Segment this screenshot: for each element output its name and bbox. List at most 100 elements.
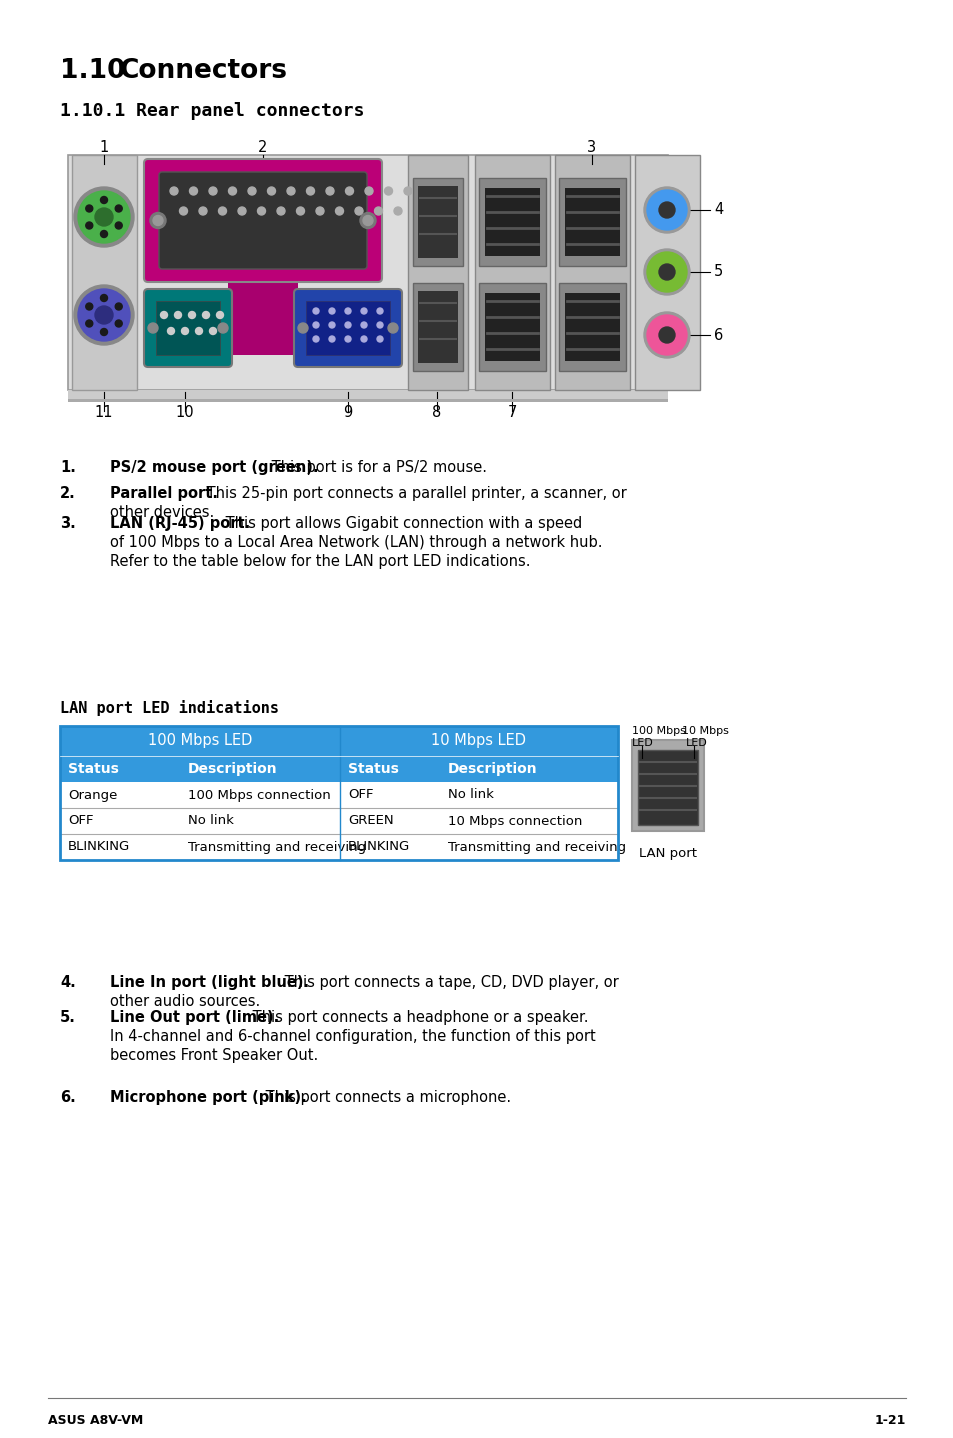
Bar [60, 756, 618, 782]
FancyBboxPatch shape [144, 289, 232, 367]
Circle shape [643, 187, 689, 233]
Circle shape [403, 187, 412, 196]
Circle shape [355, 207, 363, 216]
Circle shape [329, 336, 335, 342]
Bar [228, 278, 297, 355]
Text: 1.: 1. [60, 460, 76, 475]
Text: GREEN: GREEN [348, 814, 394, 827]
Circle shape [74, 187, 133, 247]
Text: 100 Mbps LED: 100 Mbps LED [148, 733, 252, 749]
Text: other audio sources.: other audio sources. [110, 994, 260, 1009]
Bar [478, 178, 545, 266]
Text: of 100 Mbps to a Local Area Network (LAN) through a network hub.: of 100 Mbps to a Local Area Network (LAN… [110, 535, 602, 549]
Text: No link: No link [448, 788, 494, 801]
Circle shape [115, 206, 122, 211]
Bar [484, 188, 539, 256]
Circle shape [646, 315, 686, 355]
Text: LAN port LED indications: LAN port LED indications [60, 700, 278, 716]
Text: This port connects a microphone.: This port connects a microphone. [260, 1090, 510, 1104]
Bar [564, 188, 619, 256]
Circle shape [306, 187, 314, 196]
Bar [478, 283, 545, 371]
Circle shape [95, 306, 112, 324]
Text: Parallel port.: Parallel port. [110, 486, 218, 500]
Text: Microphone port (pink).: Microphone port (pink). [110, 1090, 307, 1104]
Circle shape [313, 336, 318, 342]
Text: 3: 3 [587, 139, 596, 155]
Text: OFF: OFF [68, 814, 93, 827]
Circle shape [174, 312, 181, 318]
Circle shape [287, 187, 294, 196]
Circle shape [115, 321, 122, 326]
Circle shape [643, 312, 689, 358]
Circle shape [248, 187, 255, 196]
Text: Description: Description [188, 762, 277, 777]
Circle shape [276, 207, 285, 216]
Circle shape [74, 285, 133, 345]
Bar [555, 155, 629, 390]
Circle shape [195, 328, 202, 335]
FancyBboxPatch shape [144, 160, 381, 282]
Circle shape [216, 312, 223, 318]
Circle shape [218, 207, 226, 216]
Circle shape [345, 322, 351, 328]
Circle shape [297, 324, 308, 334]
Bar [408, 155, 468, 390]
Bar [631, 741, 703, 831]
Text: ASUS A8V-VM: ASUS A8V-VM [48, 1414, 143, 1426]
Circle shape [360, 322, 367, 328]
Circle shape [376, 322, 382, 328]
Text: 6: 6 [713, 328, 722, 342]
Bar [558, 283, 625, 371]
Text: becomes Front Speaker Out.: becomes Front Speaker Out. [110, 1048, 318, 1063]
Text: 2.: 2. [60, 486, 75, 500]
Circle shape [365, 187, 373, 196]
Circle shape [86, 321, 92, 326]
Text: OFF: OFF [348, 788, 374, 801]
Bar [417, 186, 457, 257]
Circle shape [179, 207, 188, 216]
Text: Transmitting and receiving: Transmitting and receiving [188, 840, 366, 854]
Circle shape [376, 336, 382, 342]
Text: BLINKING: BLINKING [348, 840, 410, 854]
Text: 9: 9 [343, 406, 353, 420]
Text: 10: 10 [175, 406, 194, 420]
Bar [558, 178, 625, 266]
Circle shape [360, 336, 367, 342]
Circle shape [257, 207, 265, 216]
Text: 100 Mbps: 100 Mbps [631, 726, 685, 736]
Circle shape [376, 308, 382, 313]
Circle shape [237, 207, 246, 216]
Text: PS/2 mouse port (green).: PS/2 mouse port (green). [110, 460, 318, 475]
Circle shape [388, 324, 397, 334]
Circle shape [360, 308, 367, 313]
Text: LED: LED [631, 738, 653, 748]
Bar [60, 726, 618, 860]
Circle shape [150, 213, 166, 229]
Bar [60, 834, 618, 860]
Bar [413, 178, 462, 266]
Circle shape [199, 207, 207, 216]
Text: 4.: 4. [60, 975, 75, 989]
Circle shape [384, 187, 392, 196]
Circle shape [394, 207, 401, 216]
Circle shape [313, 308, 318, 313]
Bar [71, 155, 137, 390]
Circle shape [190, 187, 197, 196]
Text: Orange: Orange [68, 788, 117, 801]
Text: Line In port (light blue).: Line In port (light blue). [110, 975, 309, 989]
Text: This port connects a headphone or a speaker.: This port connects a headphone or a spea… [247, 1009, 587, 1025]
Bar [475, 155, 550, 390]
Circle shape [152, 216, 163, 226]
Circle shape [115, 221, 122, 229]
Text: Refer to the table below for the LAN port LED indications.: Refer to the table below for the LAN por… [110, 554, 530, 569]
Circle shape [160, 312, 168, 318]
Text: 1.10.1 Rear panel connectors: 1.10.1 Rear panel connectors [60, 102, 364, 119]
Circle shape [100, 230, 108, 237]
Circle shape [202, 312, 210, 318]
Circle shape [170, 187, 178, 196]
Circle shape [296, 207, 304, 216]
Circle shape [659, 201, 675, 219]
Text: This port is for a PS/2 mouse.: This port is for a PS/2 mouse. [267, 460, 487, 475]
Circle shape [100, 197, 108, 204]
